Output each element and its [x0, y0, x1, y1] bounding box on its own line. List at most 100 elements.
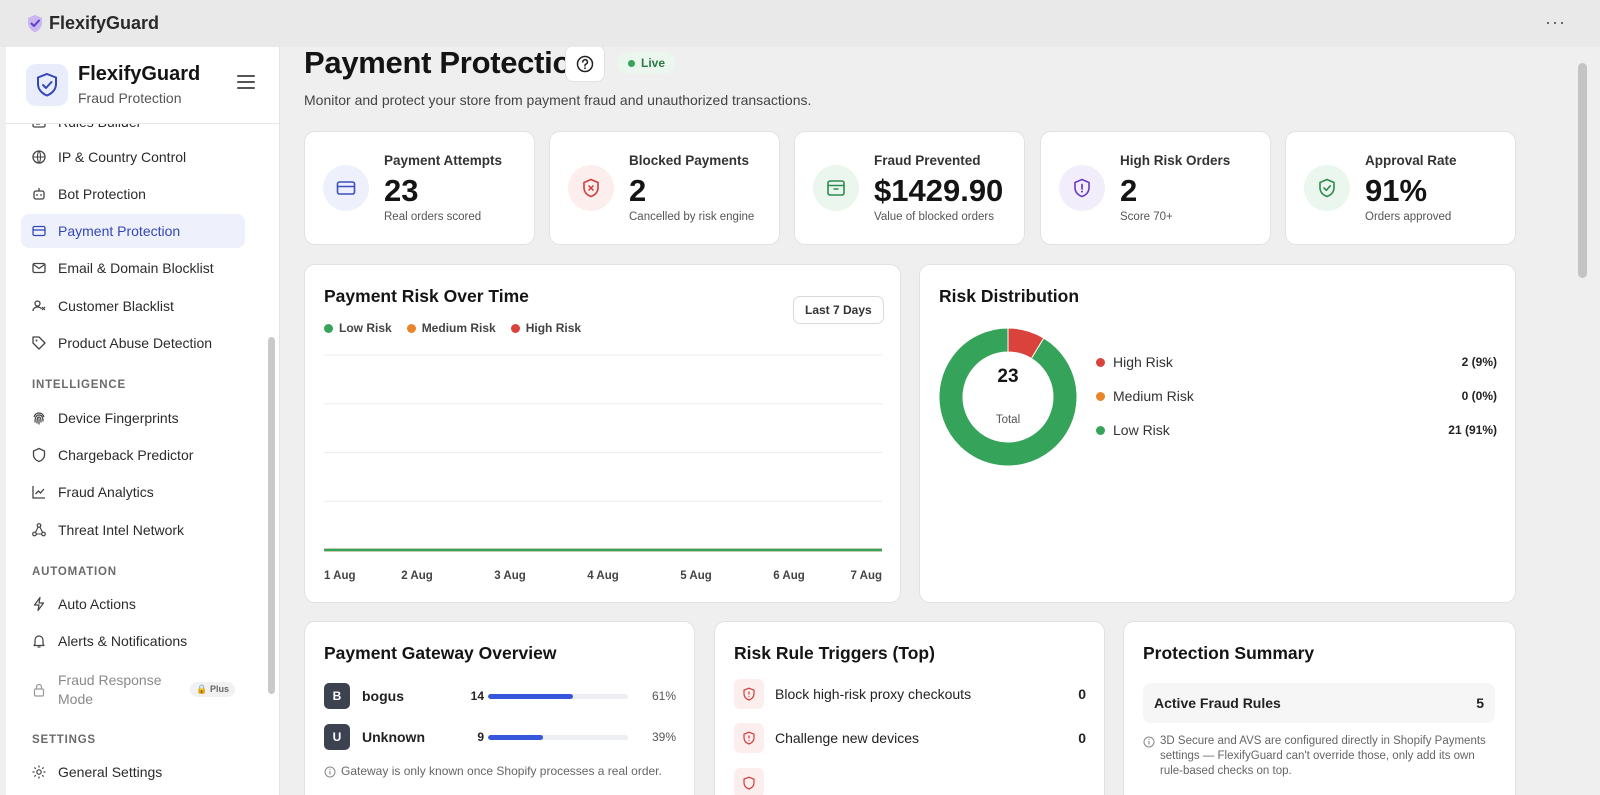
bot-icon: [33, 188, 45, 200]
stat-label: Blocked Payments: [629, 153, 750, 168]
shield-alert-icon: [743, 776, 755, 790]
rule-row[interactable]: Block high-risk proxy checkouts 0: [734, 679, 1086, 709]
sidebar-item-label: Fraud Response Mode: [58, 672, 162, 707]
hamburger-menu-icon[interactable]: [237, 75, 255, 91]
sidebar-item-label: Chargeback Predictor: [58, 447, 194, 463]
distribution-name: Medium Risk: [1113, 388, 1194, 404]
sidebar-scrollbar[interactable]: [268, 337, 275, 694]
date-range-button[interactable]: Last 7 Days: [793, 296, 884, 324]
section-intelligence: INTELLIGENCE: [32, 379, 126, 391]
stat-subtext: Score 70+: [1120, 211, 1173, 223]
sidebar-item-general-settings[interactable]: General Settings: [21, 755, 245, 789]
distribution-swatch: [1096, 357, 1105, 367]
help-circle-icon: [576, 55, 594, 72]
sidebar-item-label: Threat Intel Network: [58, 522, 185, 538]
legend-label: Low Risk: [339, 321, 392, 335]
shield-alert-icon: [743, 687, 755, 701]
section-settings: SETTINGS: [32, 734, 96, 746]
help-button[interactable]: [565, 47, 605, 82]
sidebar-item-bot-protection[interactable]: Bot Protection: [21, 177, 245, 211]
credit-card-icon: [32, 225, 46, 237]
lightning-icon: [33, 596, 45, 612]
rule-name: Block high-risk proxy checkouts: [775, 686, 972, 702]
shield-alert-icon: [743, 731, 755, 745]
stat-value: 23: [384, 173, 419, 208]
sidebar-item-fraud-analytics[interactable]: Fraud Analytics: [21, 475, 245, 509]
stat-icon-wrap: [1059, 165, 1105, 211]
x-tick-label: 3 Aug: [494, 570, 526, 582]
fingerprint-icon: [33, 412, 45, 425]
stat-card-blocked-payments: Blocked Payments 2 Cancelled by risk eng…: [549, 131, 780, 245]
legend-item-medium: Medium Risk: [406, 321, 496, 335]
page-title: Payment Protection: [304, 47, 590, 80]
gateway-name: bogus: [362, 688, 404, 704]
sidebar-item-ip-country[interactable]: IP & Country Control: [21, 140, 245, 174]
sidebar-item-label: Bot Protection: [58, 186, 146, 202]
risk-rule-triggers-card: Risk Rule Triggers (Top) Block high-risk…: [714, 621, 1105, 795]
main-content: Payment Protection Live Monitor and prot…: [280, 47, 1600, 795]
rule-icon-wrap: [734, 723, 764, 753]
sidebar-subtitle: Fraud Protection: [78, 90, 182, 106]
user-x-icon: [32, 300, 46, 312]
risk-distribution-card: Risk Distribution 23 Total High Risk 2 (…: [919, 264, 1516, 603]
sidebar-item-threat-intel[interactable]: Threat Intel Network: [21, 513, 245, 547]
distribution-name: Low Risk: [1113, 422, 1170, 438]
rule-icon-wrap: [734, 768, 764, 795]
globe-icon: [32, 150, 46, 164]
sidebar-item-fraud-response-mode[interactable]: Fraud Response Mode 🔒 Plus: [21, 669, 245, 711]
legend-label: High Risk: [525, 321, 582, 335]
shield-alert-icon: [1074, 178, 1090, 198]
stat-value: 2: [1120, 173, 1138, 208]
gateway-percent: 39%: [651, 730, 676, 744]
sidebar-item-product-abuse[interactable]: Product Abuse Detection: [21, 326, 245, 360]
tag-icon: [32, 336, 46, 350]
plus-badge: 🔒 Plus: [190, 682, 235, 697]
stat-value: $1429.90: [874, 173, 1004, 208]
line-chart-icon: [32, 486, 45, 499]
distribution-row-high: High Risk 2 (9%): [1096, 352, 1497, 372]
sidebar-item-email-domain-blocklist[interactable]: Email & Domain Blocklist: [21, 251, 245, 285]
sidebar-item-auto-actions[interactable]: Auto Actions: [21, 587, 245, 621]
stat-card-fraud-prevented: Fraud Prevented $1429.90 Value of blocke…: [794, 131, 1025, 245]
donut-slice-low-risk: [938, 327, 1078, 467]
status-dot: [628, 59, 635, 67]
sidebar-item-chargeback-predictor[interactable]: Chargeback Predictor: [21, 438, 245, 472]
summary-note: 3D Secure and AVS are configured directl…: [1143, 734, 1495, 779]
app-brand: FlexifyGuard: [49, 13, 160, 33]
stat-label: Payment Attempts: [384, 153, 503, 168]
donut-total-label: Total: [995, 414, 1021, 426]
stat-label: Approval Rate: [1365, 153, 1457, 168]
sidebar-item-label: Email & Domain Blocklist: [58, 260, 214, 276]
section-automation: AUTOMATION: [32, 566, 117, 578]
distribution-title: Risk Distribution: [939, 286, 1080, 306]
shield-icon: [32, 447, 46, 463]
x-tick-label: 4 Aug: [587, 570, 619, 582]
x-tick-label: 1 Aug: [324, 570, 356, 582]
sidebar-item-payment-protection[interactable]: Payment Protection: [21, 214, 245, 248]
chart-title: Payment Risk Over Time: [324, 286, 529, 306]
sidebar-item-customer-blacklist[interactable]: Customer Blacklist: [21, 289, 245, 323]
stat-label: Fraud Prevented: [874, 153, 981, 168]
gateway-progress-bar: [488, 735, 628, 740]
rule-row[interactable]: Challenge new devices 0: [734, 723, 1086, 753]
distribution-swatch: [1096, 391, 1105, 401]
stat-subtext: Real orders scored: [384, 211, 482, 223]
payment-risk-chart-card: Payment Risk Over Time Last 7 Days Low R…: [304, 264, 901, 603]
main-scrollbar[interactable]: [1578, 63, 1587, 278]
sidebar-item-alerts-notifications[interactable]: Alerts & Notifications: [21, 624, 245, 658]
stat-icon-wrap: [1304, 165, 1350, 211]
stat-value: 91%: [1365, 173, 1428, 208]
sidebar-item-device-fingerprints[interactable]: Device Fingerprints: [21, 401, 245, 435]
sidebar-item-label: Product Abuse Detection: [58, 335, 213, 351]
gateway-note: Gateway is only known once Shopify proce…: [324, 764, 662, 779]
donut-total: 23: [997, 366, 1019, 387]
more-horizontal-icon[interactable]: ···: [1545, 12, 1566, 32]
rule-row-partial[interactable]: [734, 768, 1086, 795]
sidebar-item-label: Customer Blacklist: [58, 298, 174, 314]
gateway-name: Unknown: [362, 729, 425, 745]
summary-title: Protection Summary: [1143, 643, 1315, 663]
bell-icon: [33, 635, 45, 648]
stat-card-payment-attempts: Payment Attempts 23 Real orders scored: [304, 131, 535, 245]
archive-icon: [827, 180, 845, 196]
x-tick-label: 5 Aug: [680, 570, 712, 582]
